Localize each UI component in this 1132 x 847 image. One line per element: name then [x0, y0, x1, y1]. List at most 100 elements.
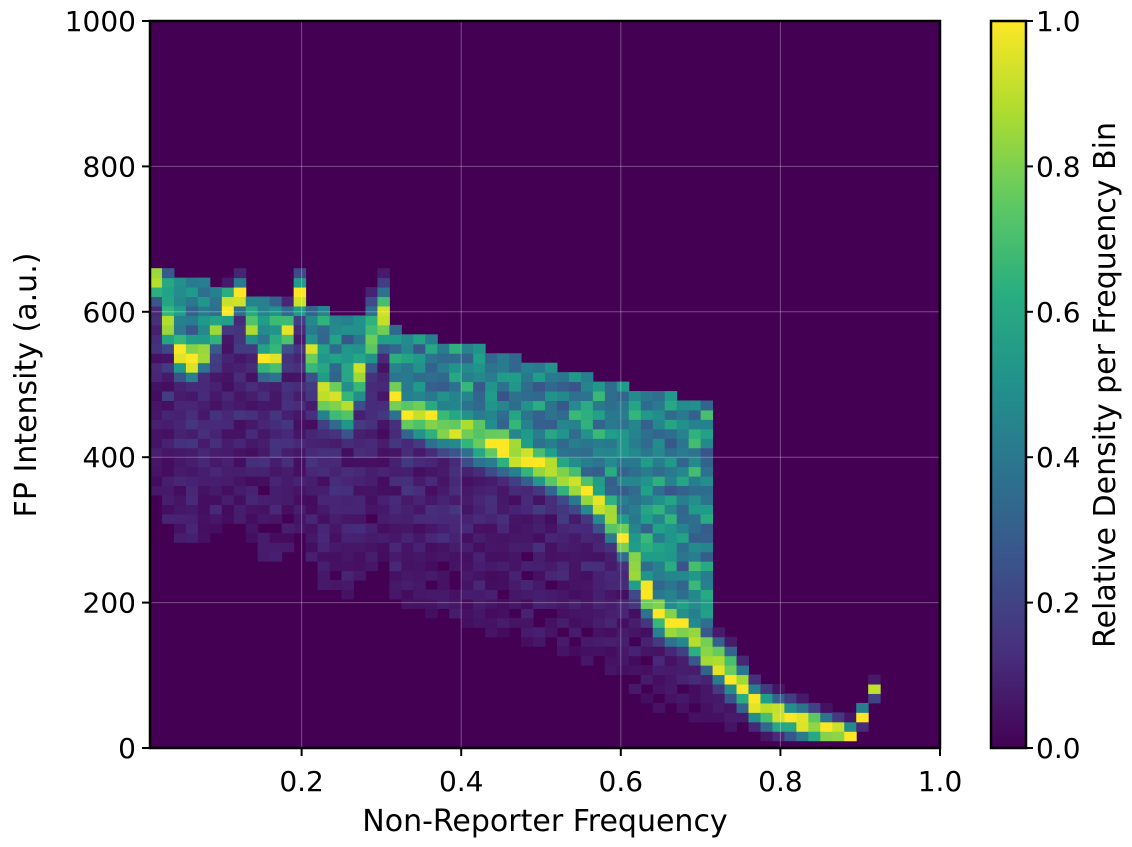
heatmap-cell	[784, 712, 797, 723]
heatmap-cell	[521, 428, 534, 439]
heatmap-cell	[556, 636, 570, 647]
heatmap-cell	[281, 409, 295, 420]
heatmap-cell	[676, 646, 690, 657]
heatmap-cell	[365, 466, 378, 477]
heatmap-cell	[592, 428, 606, 439]
heatmap-cell	[485, 589, 498, 600]
heatmap-cell	[664, 617, 678, 628]
heatmap-cell	[341, 485, 354, 496]
heatmap-cell	[688, 466, 702, 477]
heatmap-cell	[640, 580, 654, 591]
heatmap-cell	[736, 702, 749, 713]
heatmap-cell	[365, 315, 378, 326]
heatmap-cell	[281, 400, 295, 411]
heatmap-cell	[185, 305, 199, 316]
heatmap-cell	[509, 617, 522, 628]
heatmap-cell	[796, 731, 809, 742]
heatmap-cell	[173, 485, 187, 496]
heatmap-cell	[317, 343, 331, 354]
heatmap-cell	[425, 513, 438, 524]
heatmap-cell	[652, 608, 666, 619]
heatmap-cell	[604, 608, 618, 619]
heatmap-cell	[425, 409, 438, 420]
heatmap-cell	[449, 400, 462, 411]
heatmap-cell	[688, 400, 702, 411]
heatmap-cell	[413, 419, 426, 430]
heatmap-cell	[616, 551, 630, 562]
heatmap-cell	[461, 372, 474, 383]
heatmap-cell	[293, 447, 307, 458]
heatmap-cell	[233, 409, 247, 420]
heatmap-cell	[317, 447, 331, 458]
heatmap-cell	[736, 684, 749, 694]
heatmap-cell	[389, 542, 402, 553]
heatmap-cell	[401, 532, 414, 543]
heatmap-cell	[185, 353, 199, 364]
heatmap-cell	[221, 391, 235, 401]
heatmap-cell	[437, 504, 450, 515]
heatmap-cell	[652, 495, 666, 505]
heatmap-cell	[616, 580, 630, 591]
heatmap-cell	[592, 391, 606, 401]
heatmap-cell	[700, 665, 714, 676]
heatmap-cell	[628, 598, 642, 609]
heatmap-cell	[497, 580, 510, 591]
heatmap-cell	[233, 287, 247, 298]
heatmap-cell	[461, 532, 474, 543]
heatmap-cell	[197, 532, 211, 543]
heatmap-cell	[628, 504, 642, 515]
heatmap-cell	[425, 570, 438, 581]
heatmap-cell	[533, 466, 546, 477]
heatmap-cell	[509, 542, 522, 553]
heatmap-cell	[497, 617, 510, 628]
heatmap-cell	[185, 476, 199, 487]
heatmap-cell	[377, 504, 390, 515]
heatmap-cell	[353, 466, 366, 477]
heatmap-cell	[161, 287, 175, 298]
heatmap-cell	[377, 476, 390, 487]
heatmap-cell	[353, 372, 366, 383]
heatmap-cell	[161, 447, 175, 458]
heatmap-cell	[485, 353, 498, 364]
heatmap-cell	[389, 362, 402, 373]
heatmap-cell	[521, 561, 534, 572]
heatmap-cell	[341, 409, 354, 420]
heatmap-cell	[233, 296, 247, 307]
heatmap-cell	[461, 570, 474, 581]
heatmap-cell	[652, 646, 666, 657]
heatmap-cell	[568, 447, 582, 458]
heatmap-cell	[269, 372, 283, 383]
heatmap-cell	[592, 589, 606, 600]
heatmap-cell	[269, 513, 283, 524]
heatmap-cell	[305, 457, 319, 468]
heatmap-cell	[676, 702, 690, 713]
heatmap-cell	[640, 438, 654, 449]
heatmap-cell	[652, 580, 666, 591]
heatmap-cell	[545, 428, 558, 439]
heatmap-cell	[437, 542, 450, 553]
heatmap-cell	[257, 362, 271, 373]
heatmap-cell	[233, 391, 247, 401]
heatmap-cell	[317, 457, 331, 468]
heatmap-cell	[173, 447, 187, 458]
heatmap-cell	[772, 684, 785, 694]
heatmap-cell	[161, 409, 175, 420]
heatmap-cell	[664, 457, 678, 468]
heatmap-cell	[449, 419, 462, 430]
heatmap-cell	[700, 476, 714, 487]
heatmap-cell	[281, 495, 295, 505]
heatmap-cell	[341, 580, 354, 591]
heatmap-cell	[150, 353, 163, 364]
heatmap-cell	[197, 296, 211, 307]
heatmap-cell	[257, 466, 271, 477]
heatmap-cell	[473, 372, 486, 383]
heatmap-cell	[161, 400, 175, 411]
heatmap-cell	[652, 438, 666, 449]
heatmap-cell	[233, 277, 247, 288]
heatmap-cell	[461, 589, 474, 600]
heatmap-cell	[269, 542, 283, 553]
heatmap-cell	[509, 400, 522, 411]
heatmap-cell	[161, 485, 175, 496]
heatmap-cell	[209, 334, 223, 345]
heatmap-cell	[628, 495, 642, 505]
